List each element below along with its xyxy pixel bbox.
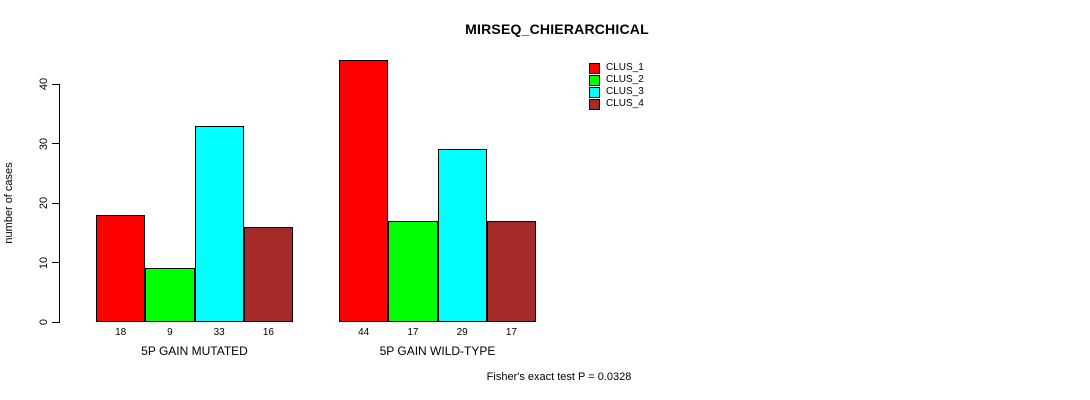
bar-clus_4 bbox=[243, 226, 293, 322]
legend-swatch-clus_1 bbox=[589, 62, 600, 74]
legend-entry: CLUS_1 bbox=[589, 62, 644, 74]
legend-entry: CLUS_4 bbox=[589, 98, 644, 110]
bar-clus_4 bbox=[486, 220, 536, 322]
bar-value-label: 17 bbox=[505, 327, 517, 338]
y-tick-label: 0 bbox=[38, 318, 50, 326]
y-tick-mark bbox=[52, 262, 59, 263]
bar-clus_2 bbox=[388, 220, 438, 322]
category-label: 5P GAIN WILD-TYPE bbox=[379, 344, 496, 358]
bar-clus_1 bbox=[339, 60, 389, 322]
bar-value-label: 29 bbox=[456, 327, 468, 338]
bar-clus_3 bbox=[437, 149, 487, 322]
y-axis-label: number of cases bbox=[3, 162, 15, 244]
chart-title: MIRSEQ_CHIERARCHICAL bbox=[465, 21, 649, 37]
y-tick-label: 20 bbox=[38, 196, 50, 210]
bar-clus_3 bbox=[194, 125, 244, 322]
legend: CLUS_1 CLUS_2 CLUS_3 CLUS_4 bbox=[589, 62, 644, 110]
legend-swatch-clus_3 bbox=[589, 86, 600, 98]
bar-clus_2 bbox=[145, 268, 195, 322]
y-axis-line bbox=[59, 84, 60, 323]
legend-entry-label: CLUS_1 bbox=[606, 62, 644, 73]
bar-value-label: 33 bbox=[213, 327, 225, 338]
bar-clus_1 bbox=[96, 214, 146, 322]
y-tick-mark bbox=[52, 143, 59, 144]
category-label: 5P GAIN MUTATED bbox=[141, 344, 248, 358]
y-tick-label: 30 bbox=[38, 137, 50, 150]
bar-value-label: 9 bbox=[167, 327, 173, 338]
legend-swatch-clus_4 bbox=[589, 98, 600, 110]
bar-value-label: 44 bbox=[358, 327, 370, 338]
fisher-test-note: Fisher's exact test P = 0.0328 bbox=[486, 371, 632, 383]
y-tick-label: 10 bbox=[38, 256, 50, 269]
y-tick-mark bbox=[52, 83, 59, 85]
y-tick-label: 40 bbox=[38, 77, 50, 91]
bar-value-label: 16 bbox=[262, 327, 274, 338]
y-tick-mark bbox=[52, 321, 59, 323]
bar-value-label: 18 bbox=[115, 327, 127, 338]
legend-entry: CLUS_3 bbox=[589, 86, 644, 98]
legend-entry-label: CLUS_3 bbox=[606, 86, 644, 97]
legend-entry: CLUS_2 bbox=[589, 74, 644, 86]
bar-value-label: 17 bbox=[407, 327, 419, 338]
legend-entry-label: CLUS_2 bbox=[606, 74, 644, 85]
legend-entry-label: CLUS_4 bbox=[606, 98, 644, 109]
legend-swatch-clus_2 bbox=[589, 74, 600, 86]
y-tick-mark bbox=[52, 202, 59, 204]
